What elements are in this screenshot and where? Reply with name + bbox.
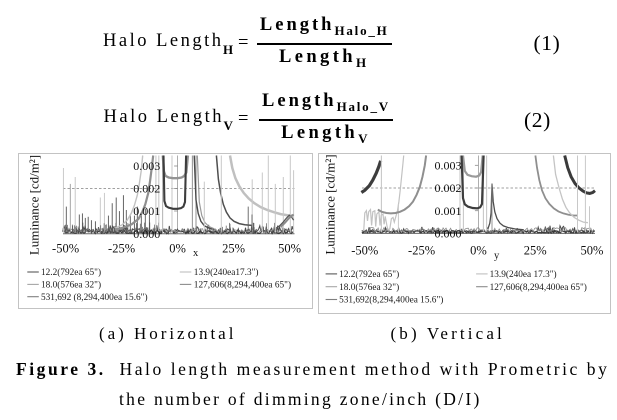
svg-text:0.002: 0.002 — [133, 181, 160, 195]
svg-text:0.000: 0.000 — [133, 227, 160, 241]
svg-text:12.2(792ea 65"): 12.2(792ea 65") — [339, 269, 399, 280]
svg-text:0.003: 0.003 — [133, 159, 160, 173]
svg-text:0.001: 0.001 — [434, 204, 461, 218]
svg-text:13.9(240ea17.3"): 13.9(240ea17.3") — [193, 267, 258, 278]
svg-text:13.9(240ea 17.3"): 13.9(240ea 17.3") — [489, 269, 556, 280]
svg-text:25%: 25% — [222, 241, 245, 255]
svg-text:12.2(792ea 65"): 12.2(792ea 65") — [41, 267, 101, 278]
svg-text:127,606(8,294,400ea 65"): 127,606(8,294,400ea 65") — [489, 282, 586, 293]
svg-text:531,692(8,294,400ea 15.6"): 531,692(8,294,400ea 15.6") — [339, 295, 443, 306]
svg-text:0%: 0% — [470, 244, 487, 258]
svg-text:-50%: -50% — [52, 241, 79, 255]
svg-text:-25%: -25% — [108, 241, 135, 255]
svg-text:0.003: 0.003 — [434, 159, 461, 173]
svg-text:-25%: -25% — [408, 244, 435, 258]
svg-text:18.0(576ea 32"): 18.0(576ea 32") — [339, 282, 399, 293]
svg-text:x: x — [193, 248, 199, 259]
svg-text:0.001: 0.001 — [133, 204, 160, 218]
svg-text:0.002: 0.002 — [434, 181, 461, 195]
svg-text:18.0(576ea 32"): 18.0(576ea 32") — [41, 279, 101, 290]
svg-text:531,692 (8,294,400ea 15.6"): 531,692 (8,294,400ea 15.6") — [41, 291, 148, 302]
svg-text:Luminance [cd/m²]: Luminance [cd/m²] — [26, 154, 41, 254]
svg-text:50%: 50% — [278, 241, 301, 255]
svg-text:-50%: -50% — [351, 244, 378, 258]
svg-text:0.000: 0.000 — [434, 227, 461, 241]
svg-text:Luminance [cd/m²]: Luminance [cd/m²] — [322, 154, 337, 254]
svg-text:50%: 50% — [580, 244, 603, 258]
svg-text:25%: 25% — [523, 244, 546, 258]
svg-text:0%: 0% — [169, 241, 186, 255]
svg-text:127,606(8,294,400ea 65"): 127,606(8,294,400ea 65") — [193, 279, 290, 290]
svg-text:y: y — [494, 251, 500, 262]
